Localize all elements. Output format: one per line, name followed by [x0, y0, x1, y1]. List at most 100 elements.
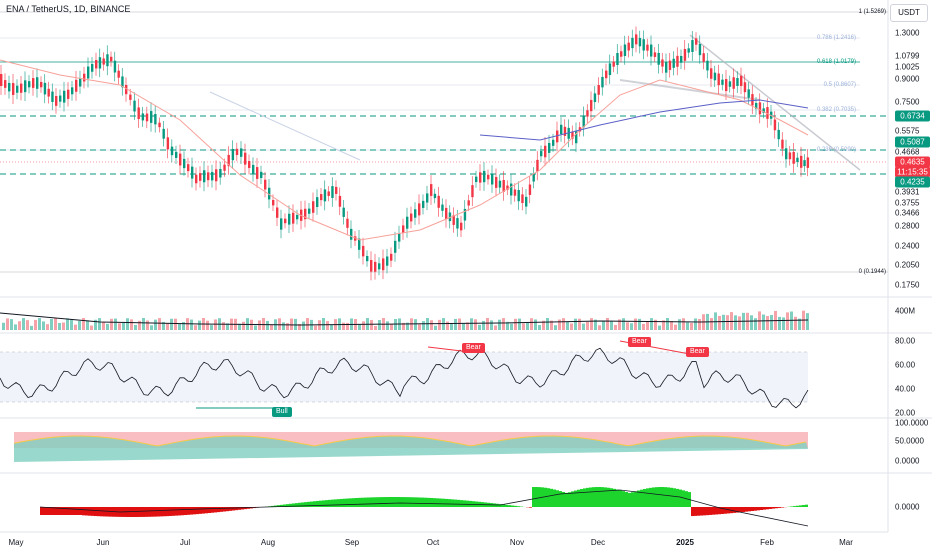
candle: [316, 197, 319, 208]
candle: [528, 184, 532, 195]
candle: [264, 179, 267, 190]
candle: [502, 180, 505, 192]
volume-bar: [534, 319, 537, 330]
candle: [487, 174, 490, 180]
candle: [252, 164, 255, 175]
time-label: Dec: [590, 538, 606, 547]
macd-bar: [622, 491, 625, 507]
rsi-axis-label: 40.00: [895, 384, 916, 394]
volume-bar: [662, 320, 665, 330]
macd-bar: [571, 491, 574, 507]
candle: [323, 189, 327, 202]
volume-bar: [162, 321, 165, 330]
macd-line: [39, 489, 809, 527]
macd-bar: [136, 507, 139, 517]
macd-bar: [562, 491, 565, 507]
volume-bar: [78, 321, 81, 330]
candle: [691, 40, 694, 52]
volume-bar: [554, 325, 557, 330]
time-label: Aug: [260, 538, 276, 547]
candle: [430, 184, 433, 196]
candle: [536, 159, 539, 172]
volume-bar: [374, 325, 377, 330]
currency-selector[interactable]: USDT: [890, 4, 928, 22]
volume-bar: [762, 314, 765, 330]
macd-bar: [427, 497, 430, 507]
volume-bar: [430, 320, 433, 330]
candle: [16, 85, 19, 93]
macd-bar: [445, 498, 448, 507]
macd-bar: [100, 507, 103, 517]
macd-bar: [73, 507, 76, 515]
macd-bar: [283, 504, 286, 507]
candle: [560, 124, 563, 135]
macd-bar: [712, 507, 715, 515]
macd-bar: [202, 507, 205, 514]
macd-bar: [793, 506, 796, 507]
macd-bar: [190, 507, 193, 515]
candle: [414, 209, 417, 218]
volume-bar: [566, 322, 569, 330]
macd-bar: [505, 504, 508, 507]
candle: [175, 151, 178, 158]
volume-bar: [694, 318, 697, 330]
candle: [183, 158, 186, 169]
volume-bar: [402, 322, 405, 330]
candle: [571, 131, 574, 139]
candle: [597, 85, 600, 95]
volume-bar: [738, 316, 741, 330]
macd-bar: [769, 507, 772, 509]
candle: [378, 263, 381, 270]
candle: [713, 72, 717, 81]
candle: [695, 38, 698, 45]
macd-bar: [196, 507, 199, 515]
candle: [223, 164, 226, 171]
bull-tag: Bull: [272, 407, 292, 417]
volume-axis-label: 400M: [895, 306, 916, 316]
macd-bar: [751, 507, 754, 512]
volume-bar: [754, 318, 757, 330]
candle: [661, 59, 664, 67]
macd-bar: [166, 507, 169, 517]
volume-bar: [638, 318, 641, 330]
macd-bar: [199, 507, 202, 514]
candle: [433, 193, 437, 199]
candle: [517, 190, 520, 202]
price-label: 1.0799: [895, 51, 920, 61]
macd-bar: [169, 507, 172, 516]
macd-bar: [331, 499, 334, 507]
price-label: 0.3931: [895, 187, 920, 197]
macd-bar: [52, 507, 55, 515]
volume-bar: [642, 323, 645, 330]
macd-bar: [691, 507, 694, 517]
level-badge-low: 0.4235: [895, 176, 930, 188]
volume-bar: [226, 323, 229, 330]
macd-bar: [574, 490, 577, 507]
volume-bar: [270, 324, 273, 330]
time-label: May: [8, 538, 24, 547]
volume-bar: [710, 318, 713, 330]
macd-bar: [538, 487, 541, 507]
macd-bar: [433, 498, 436, 507]
macd-bar: [508, 505, 511, 507]
macd-bar: [649, 487, 652, 507]
candle: [777, 129, 780, 140]
macd-bar: [805, 504, 808, 507]
macd-bar: [412, 497, 415, 507]
rsi-axis-label: 20.00: [895, 408, 916, 418]
candle: [406, 216, 409, 229]
time-label: Feb: [760, 538, 774, 547]
macd-bar: [235, 507, 238, 511]
macd-bar: [175, 507, 178, 516]
price-label: 0.3466: [895, 208, 920, 218]
candle: [203, 170, 206, 183]
volume-bar: [678, 319, 681, 330]
macd-bar: [193, 507, 196, 515]
candle: [59, 95, 62, 102]
macd-bar: [694, 507, 697, 516]
volume-bar: [778, 316, 781, 330]
candle: [215, 169, 218, 182]
macd-bar: [154, 507, 157, 517]
